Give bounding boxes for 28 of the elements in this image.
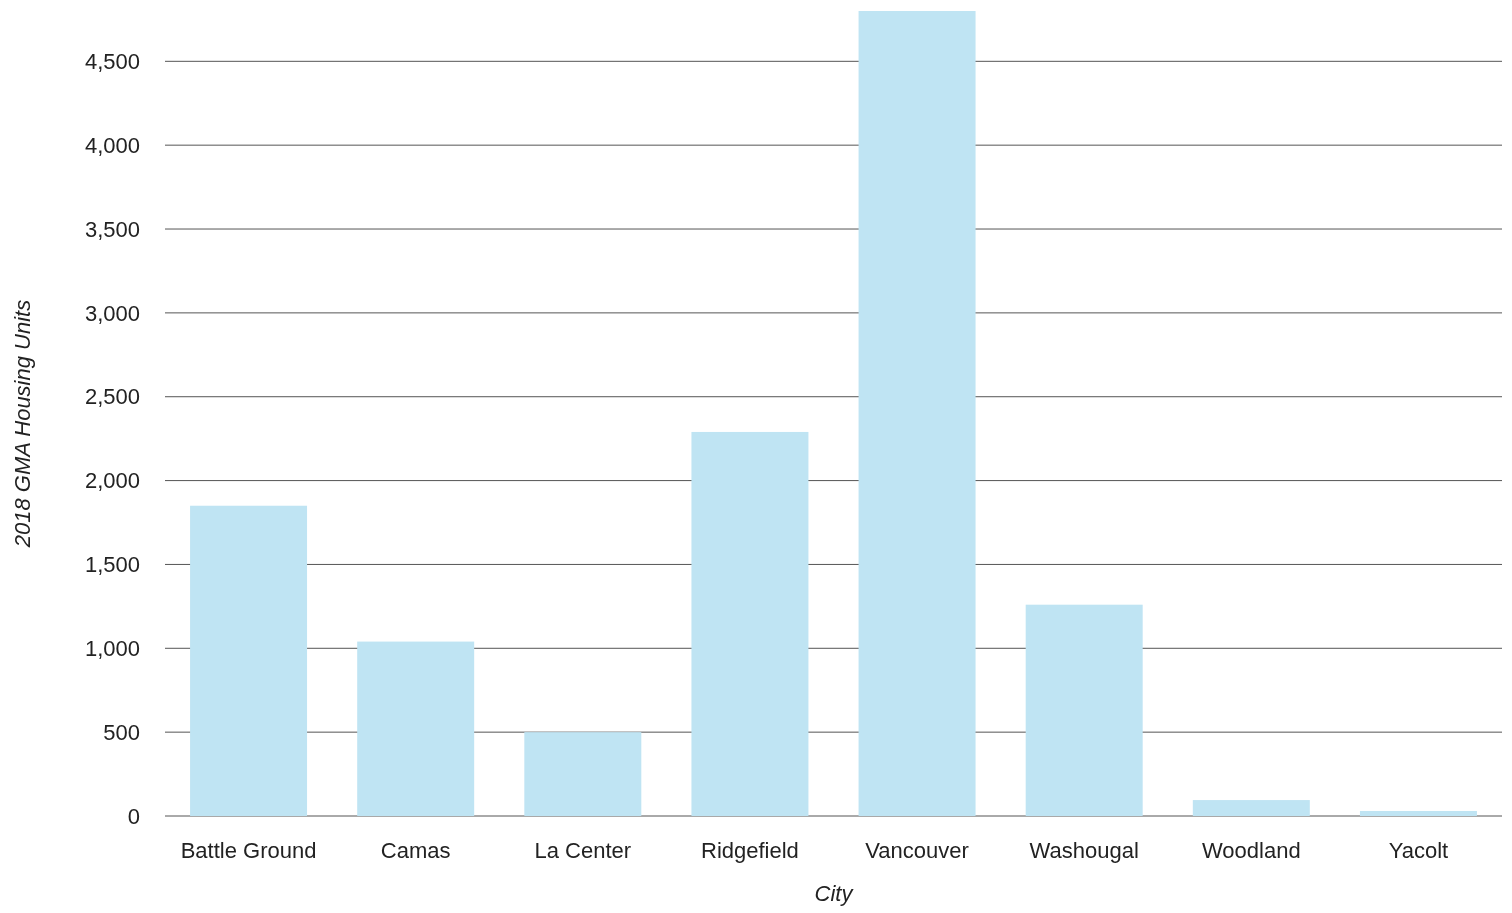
bar <box>1359 810 1477 816</box>
x-tick-label: Battle Ground <box>180 838 317 863</box>
y-tick-label: 4,500 <box>84 49 140 75</box>
x-axis-title: City <box>814 881 855 906</box>
y-tick-label: 2,000 <box>84 468 140 494</box>
x-tick-label: Yacolt <box>1388 838 1449 863</box>
y-tick-label: 2,500 <box>84 384 140 410</box>
bar <box>357 641 475 816</box>
bar <box>858 11 976 816</box>
y-tick-label: 3,500 <box>84 216 140 242</box>
bar <box>691 431 809 816</box>
x-tick-label: Vancouver <box>865 838 969 863</box>
y-tick-label: 1,000 <box>84 635 140 661</box>
x-tick-label: Washougal <box>1029 838 1139 863</box>
bar <box>1025 604 1143 816</box>
x-tick-label: Camas <box>380 838 451 863</box>
y-tick-label: 500 <box>103 719 140 745</box>
x-tick-label: Ridgefield <box>701 838 799 863</box>
y-tick-label: 3,000 <box>84 300 140 326</box>
bar <box>190 505 308 816</box>
x-tick-label: La Center <box>534 838 632 863</box>
bar <box>1192 800 1310 816</box>
y-tick-label: 1,500 <box>84 552 140 578</box>
y-tick-label: 4,000 <box>84 132 140 158</box>
y-axis-title: 2018 GMA Housing Units <box>10 299 35 549</box>
bar <box>524 732 642 816</box>
y-tick-label: 0 <box>127 803 140 829</box>
x-tick-label: Woodland <box>1201 838 1301 863</box>
